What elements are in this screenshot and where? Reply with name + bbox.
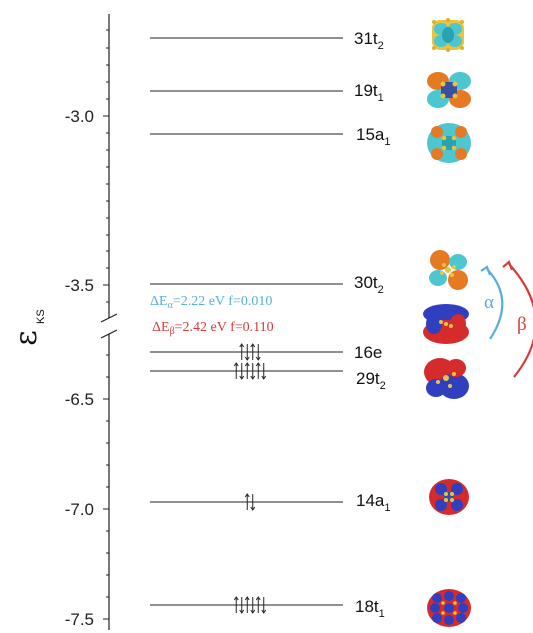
electron-arrow-head <box>244 362 250 367</box>
electron-arrow-head <box>239 609 245 614</box>
level-label-30t2: 30t2 <box>354 273 384 296</box>
electron-arrows <box>233 343 267 614</box>
axis-title: ε KS <box>9 309 47 345</box>
level-label-31t2: 31t2 <box>354 29 384 52</box>
electron-arrow-head <box>255 596 261 601</box>
axis-subscript: KS <box>35 309 47 324</box>
lower-ticks <box>103 354 109 620</box>
orbital-19t1 <box>427 72 471 108</box>
beta-label: β <box>517 314 527 335</box>
electron-arrow-head <box>233 596 239 601</box>
electron-arrow-head <box>244 356 250 361</box>
beta-excitation-arrow <box>502 260 533 378</box>
electron-arrow-head <box>239 343 245 348</box>
transition-alpha-label: ΔEα=2.22 eV f=0.010 <box>150 294 272 311</box>
orbital-31t2 <box>432 18 464 52</box>
tick-label-lower-0: -6.5 <box>65 390 94 409</box>
tick-label-lower-2: -7.5 <box>65 610 94 629</box>
electron-arrow-head <box>244 493 250 498</box>
energy-axis <box>100 14 118 630</box>
electron-arrow-head <box>250 343 256 348</box>
electron-arrow-head <box>244 596 250 601</box>
electron-arrow-head <box>250 506 256 511</box>
electron-arrow-head <box>261 609 267 614</box>
orbital-15a1 <box>427 123 471 163</box>
electron-arrow-head <box>255 356 261 361</box>
electron-arrow-head <box>255 362 261 367</box>
level-label-15a1: 15a1 <box>356 125 391 148</box>
alpha-label: α <box>484 292 494 313</box>
level-label-14a1: 14a1 <box>356 491 391 514</box>
electron-arrow-head <box>233 362 239 367</box>
level-label-29t2: 29t2 <box>356 369 386 392</box>
level-label-18t1: 18t1 <box>355 597 385 620</box>
axis-symbol: ε <box>9 330 44 346</box>
levels <box>150 37 343 606</box>
level-label-19t1: 19t1 <box>354 81 384 104</box>
electron-arrow-head <box>239 375 245 380</box>
tick-label-lower-1: -7.0 <box>65 500 94 519</box>
tick-label-upper-1: -3.5 <box>65 276 94 295</box>
orbital-30t2 <box>429 250 468 290</box>
tick-label-upper-0: -3.0 <box>65 107 94 126</box>
alpha-excitation-arrow <box>480 265 504 340</box>
transition-beta-label: ΔEβ=2.42 eV f=0.110 <box>152 320 274 337</box>
orbital-14a1 <box>429 479 469 515</box>
orbital-29t2 <box>424 358 469 399</box>
orbital-16e <box>423 304 469 344</box>
electron-arrow-head <box>261 375 267 380</box>
upper-ticks <box>103 29 109 303</box>
level-label-16e: 16e <box>354 343 382 362</box>
electron-arrow-head <box>250 375 256 380</box>
electron-arrow-head <box>250 609 256 614</box>
orbital-18t1 <box>427 589 471 627</box>
